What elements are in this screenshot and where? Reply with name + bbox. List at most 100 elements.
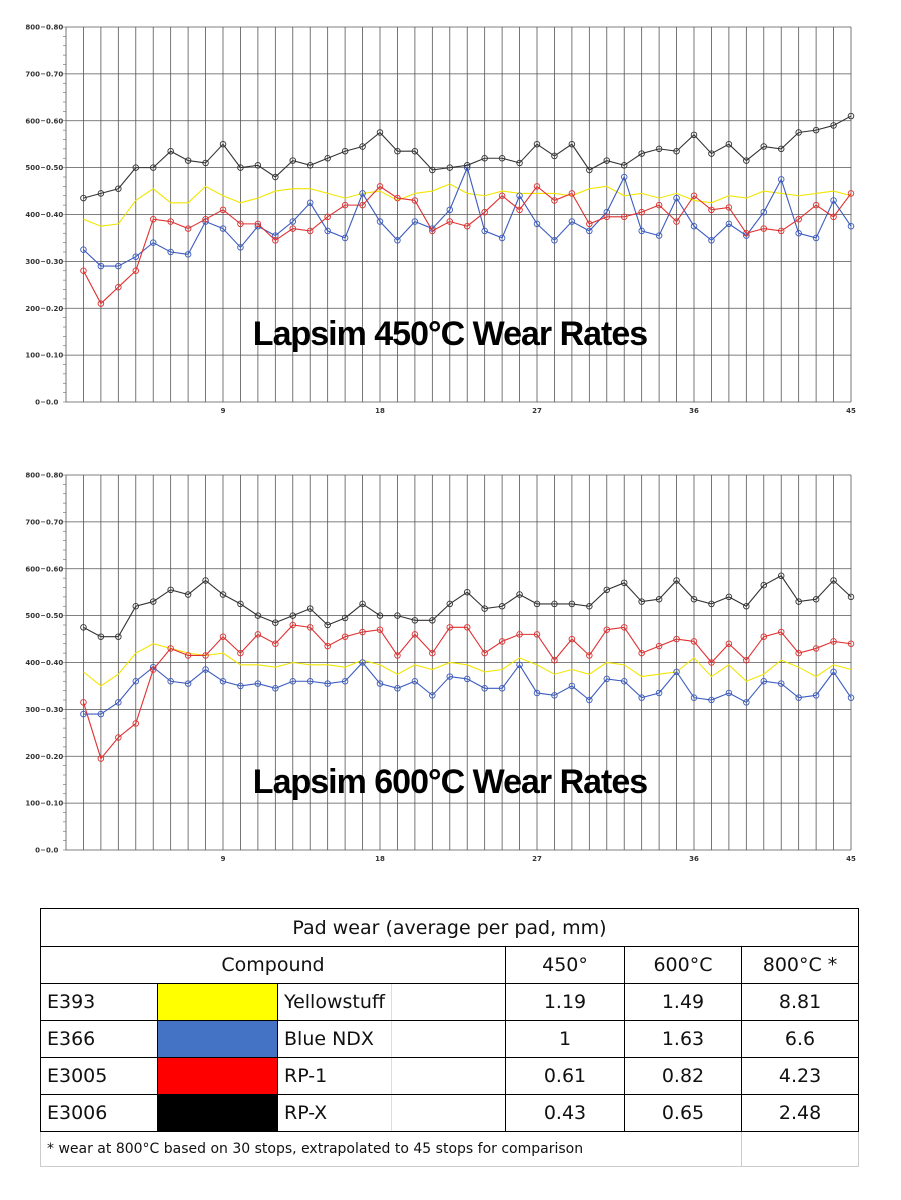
data-point [324,680,331,687]
data-point [620,677,628,685]
data-point [830,577,837,584]
data-point [132,253,140,260]
data-point [603,208,611,216]
data-point [115,262,122,270]
y-tick-label-left: 800 [25,472,40,480]
data-point [603,157,611,164]
data-point [237,600,244,608]
data-point [743,602,750,610]
data-point [655,689,663,697]
y-tick-label-right: 0.60 [46,565,63,573]
series-0 [83,643,852,687]
data-point [306,199,314,207]
data-point [743,229,750,237]
data-point [184,591,192,598]
data-point [638,208,645,216]
data-point [551,152,558,160]
y-tick-label-left: 600 [25,565,40,573]
data-point [429,166,436,174]
chart-title: Lapsim 450°C Wear Rates [253,315,647,353]
compound-name: Yellowstuff [277,983,392,1021]
table-title: Pad wear (average per pad, mm) [39,908,860,947]
compound-code: E393 [40,983,158,1021]
data-point [132,164,140,171]
series-line [83,661,852,715]
data-point [167,645,174,652]
data-point [167,218,174,225]
data-point [341,234,349,242]
data-point [586,227,593,235]
data-point [586,602,593,610]
data-point [359,201,366,209]
data-point [80,624,87,631]
data-point [743,157,750,164]
y-tick-label-right: 0.50 [46,164,63,172]
data-point [149,239,157,246]
data-point [830,668,837,676]
data-point [341,677,349,685]
data-point [463,624,471,631]
data-point [341,201,349,209]
data-point [463,162,471,169]
data-point [132,720,140,727]
data-point [219,225,227,232]
data-point [498,154,506,162]
data-point [132,267,140,275]
data-point [115,734,122,741]
x-tick-label: 45 [846,855,856,863]
y-tick-label-right: 0.30 [46,706,63,714]
data-point [568,682,576,690]
data-point [760,581,768,589]
data-point [97,710,105,718]
x-tick-label: 18 [375,855,385,863]
data-point [306,227,314,235]
data-point [289,677,297,685]
x-tick-label: 18 [375,407,385,415]
data-point [394,147,401,155]
data-point [80,246,87,253]
table-row: E3006 RP-X 0.43 0.65 2.48 [40,1094,860,1132]
data-point [847,112,855,120]
x-tick-label: 36 [689,407,699,415]
data-point [830,197,837,204]
data-point [97,262,105,270]
data-point [376,626,384,633]
data-point [394,612,401,619]
data-point [394,685,401,692]
data-point [202,652,209,659]
data-point [777,572,785,580]
data-point [237,164,244,171]
data-point [184,157,192,164]
data-point [690,638,698,645]
table-row: E3005 RP-1 0.61 0.82 4.23 [40,1057,860,1095]
data-point [551,600,558,608]
data-point [446,206,454,214]
data-point [620,162,628,169]
data-point [115,633,122,640]
data-point [306,677,314,685]
wear-450: 0.61 [505,1057,625,1095]
y-tick-label-left: 0 [35,847,40,855]
data-point [115,185,122,192]
data-point [760,677,768,685]
compound-code: E366 [40,1020,158,1058]
data-point [132,677,140,685]
series-2 [80,183,855,307]
wear-800: 4.23 [740,1057,860,1095]
data-point [603,626,611,633]
wear-600: 0.82 [624,1057,742,1095]
data-point [202,666,209,673]
data-point [132,602,140,610]
chart-450c: 0 0.0 100 0.10 200 0.20 300 0.30 400 0.40 500 0.50 6… [25,24,856,416]
wear-600: 1.63 [624,1020,742,1058]
data-point [847,190,855,197]
data-point [603,213,611,221]
x-tick-label: 36 [689,855,699,863]
data-point [359,190,366,197]
data-point [847,694,855,701]
y-tick-label-left: 0 [35,399,40,407]
data-point [80,267,87,275]
x-tick-label: 27 [532,855,542,863]
table-row: E393 Yellowstuff 1.19 1.49 8.81 [40,983,860,1021]
y-tick-label-left: 700 [25,70,40,78]
